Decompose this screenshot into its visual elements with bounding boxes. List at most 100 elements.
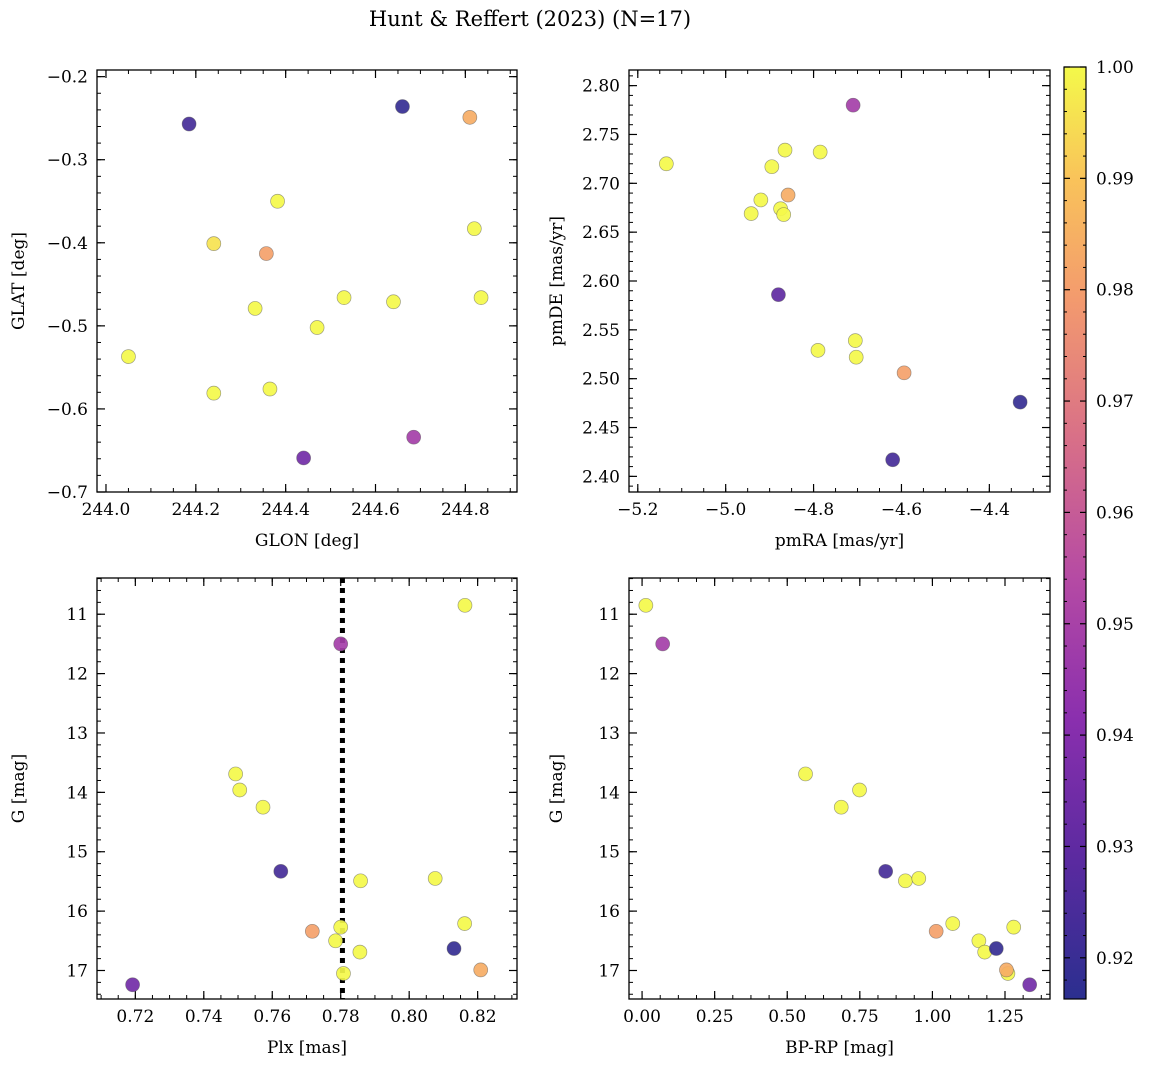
data-point xyxy=(655,636,671,652)
data-point xyxy=(206,236,222,251)
colorbar-tick-label: 0.93 xyxy=(1096,837,1134,857)
data-point xyxy=(833,799,849,815)
data-point xyxy=(125,977,140,993)
data-point xyxy=(1012,394,1028,410)
data-point xyxy=(1022,977,1038,993)
y-tick-label: 14 xyxy=(598,783,620,803)
x-tick-label: 244.2 xyxy=(171,500,220,520)
y-tick-label: 2.75 xyxy=(582,125,620,145)
x-tick-label: 244.4 xyxy=(261,500,310,520)
y-tick-label: 17 xyxy=(598,961,620,981)
data-point xyxy=(771,287,786,303)
plot-area xyxy=(628,69,1051,493)
y-tick-label: 2.45 xyxy=(582,419,620,439)
data-point xyxy=(457,597,473,613)
data-point xyxy=(446,941,462,956)
data-point xyxy=(395,99,410,114)
data-point xyxy=(848,349,864,365)
y-tick-label: 12 xyxy=(66,665,88,685)
x-tick-label: 1.25 xyxy=(986,1007,1024,1027)
y-axis-label: G [mag] xyxy=(547,754,567,823)
x-tick-label: 0.50 xyxy=(768,1007,806,1027)
data-point xyxy=(743,206,759,221)
data-point xyxy=(852,782,867,798)
y-tick-label: 13 xyxy=(598,724,620,744)
data-point xyxy=(885,452,901,468)
colorbar-tick-label: 0.95 xyxy=(1096,615,1134,635)
data-point xyxy=(181,116,197,132)
data-point xyxy=(466,221,482,237)
data-point xyxy=(928,923,944,939)
data-point xyxy=(777,142,793,158)
data-point xyxy=(258,246,274,261)
data-point xyxy=(121,349,136,364)
y-tick-label: 11 xyxy=(66,605,88,625)
colorbar-tick-label: 0.92 xyxy=(1096,949,1134,969)
data-point xyxy=(270,193,285,209)
data-point xyxy=(898,873,913,889)
data-point xyxy=(304,923,320,939)
data-point xyxy=(659,156,674,172)
x-tick-label: −4.6 xyxy=(881,500,922,520)
data-point xyxy=(232,782,248,798)
x-tick-label: −4.8 xyxy=(793,500,834,520)
y-tick-label: −0.3 xyxy=(47,151,88,171)
data-point xyxy=(406,429,422,445)
x-tick-label: 244.0 xyxy=(82,500,131,520)
x-axis-label: BP-RP [mag] xyxy=(785,1038,894,1058)
x-axis-label: Plx [mas] xyxy=(267,1038,347,1058)
data-point xyxy=(309,320,325,335)
data-point xyxy=(945,916,961,931)
colorbar-tick-label: 0.96 xyxy=(1096,503,1134,523)
x-tick-label: 0.80 xyxy=(390,1007,428,1027)
data-point xyxy=(333,636,349,652)
plot-area xyxy=(96,69,518,493)
colorbar: 0.92 0.93 0.94 0.95 0.96 0.97 0.98 0.99 1.00 xyxy=(1063,58,1134,1000)
data-point xyxy=(353,873,368,889)
figure-title: Hunt & Reffert (2023) (N=17) xyxy=(369,7,691,31)
y-tick-label: 2.70 xyxy=(582,174,620,194)
data-point xyxy=(810,343,826,358)
data-point xyxy=(847,333,863,348)
y-tick-label: 13 xyxy=(66,724,88,744)
data-point xyxy=(1006,919,1022,935)
data-point xyxy=(764,159,780,175)
data-point xyxy=(780,187,796,203)
data-point xyxy=(273,863,289,879)
data-point xyxy=(638,597,654,613)
y-tick-label: 15 xyxy=(598,843,620,863)
y-tick-label: 16 xyxy=(598,902,620,922)
x-tick-label: 0.25 xyxy=(696,1007,734,1027)
x-tick-label: 0.00 xyxy=(623,1007,661,1027)
y-tick-label: 16 xyxy=(66,902,88,922)
x-tick-label: 244.8 xyxy=(441,500,490,520)
x-tick-label: −4.4 xyxy=(969,500,1010,520)
panel-bprp-g: 0.00 0.25 0.50 0.75 1.00 1.25 11 12 13 14 15 16 17 BP… xyxy=(547,577,1051,1058)
y-tick-label: −0.7 xyxy=(47,483,88,503)
panel-glon-glat: 244.0 244.2 244.4 244.6 244.8 −0.7 −0.6 −0.5 −0.… xyxy=(9,68,518,551)
data-point xyxy=(911,871,927,886)
y-tick-label: 14 xyxy=(66,783,88,803)
x-axis-label: pmRA [mas/yr] xyxy=(775,531,904,551)
data-point xyxy=(352,944,368,960)
data-point xyxy=(878,863,894,879)
x-tick-label: 0.76 xyxy=(253,1007,291,1027)
data-point xyxy=(473,962,489,978)
colorbar-tick-label: 1.00 xyxy=(1096,58,1134,78)
data-point xyxy=(336,290,352,305)
y-axis-label: G [mag] xyxy=(9,754,29,823)
data-point xyxy=(457,916,472,931)
y-tick-label: 2.50 xyxy=(582,370,620,390)
y-tick-label: −0.4 xyxy=(47,234,88,254)
y-tick-label: 2.80 xyxy=(582,77,620,97)
data-point xyxy=(776,207,792,222)
data-point xyxy=(462,110,478,125)
y-tick-label: 15 xyxy=(66,843,88,863)
y-tick-label: 2.60 xyxy=(582,272,620,292)
plot-area xyxy=(628,577,1051,1000)
y-tick-label: 11 xyxy=(598,605,620,625)
colorbar-tick-label: 0.94 xyxy=(1096,726,1134,746)
colorbar-tick-label: 0.98 xyxy=(1096,281,1134,301)
y-tick-label: 2.55 xyxy=(582,321,620,341)
y-tick-label: −0.6 xyxy=(47,400,88,420)
